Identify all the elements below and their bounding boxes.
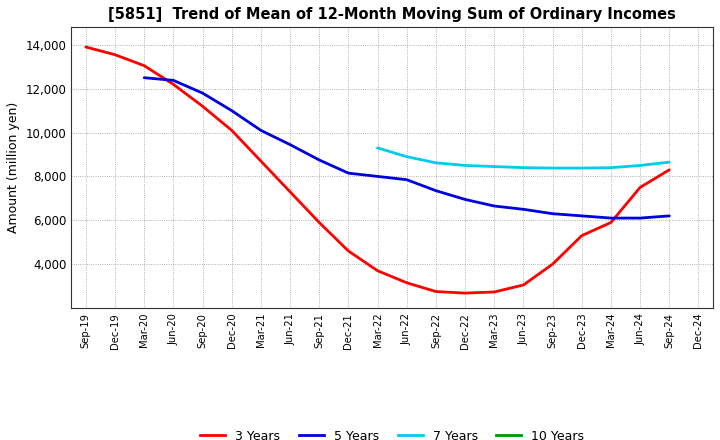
Y-axis label: Amount (million yen): Amount (million yen) bbox=[7, 102, 20, 233]
Title: [5851]  Trend of Mean of 12-Month Moving Sum of Ordinary Incomes: [5851] Trend of Mean of 12-Month Moving … bbox=[108, 7, 676, 22]
Legend: 3 Years, 5 Years, 7 Years, 10 Years: 3 Years, 5 Years, 7 Years, 10 Years bbox=[195, 425, 590, 440]
